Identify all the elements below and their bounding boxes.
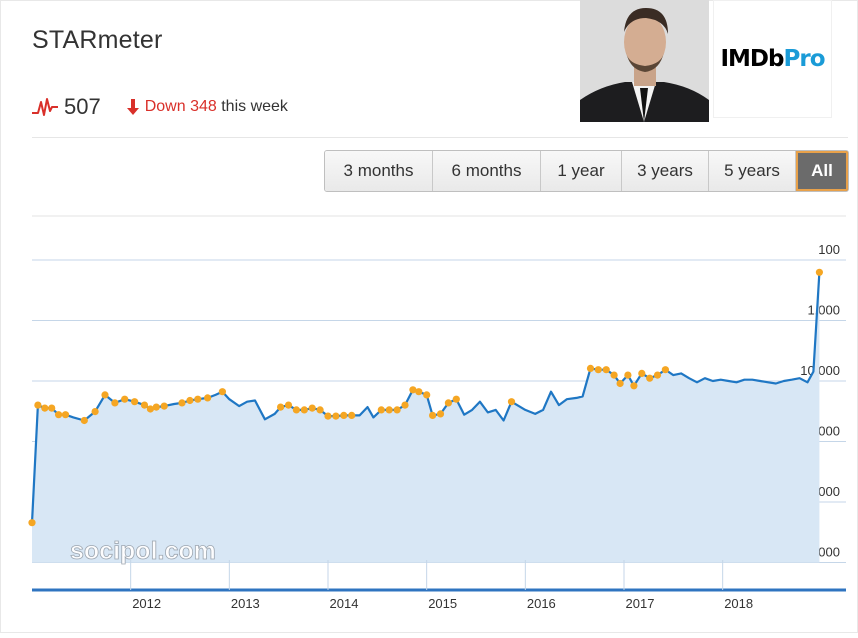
data-point: [630, 382, 638, 390]
data-point: [638, 369, 646, 377]
data-point: [28, 519, 36, 527]
data-point: [594, 366, 602, 374]
data-point: [401, 401, 409, 409]
x-tick-label: 2016: [527, 596, 556, 611]
data-point: [393, 406, 401, 414]
range-all-button[interactable]: All: [796, 151, 848, 191]
starmeter-chart: 1001,00010,000100,0001,000,00010,000,000…: [0, 210, 858, 633]
data-point: [324, 412, 332, 420]
x-tick-label: 2015: [428, 596, 457, 611]
data-point: [34, 401, 42, 409]
logo-text: IMDbPro: [720, 46, 825, 72]
data-point: [111, 399, 119, 407]
data-point: [340, 411, 348, 419]
data-point: [178, 399, 186, 407]
data-point: [300, 406, 308, 414]
data-point: [160, 402, 168, 410]
data-point: [586, 364, 595, 372]
data-point: [61, 411, 70, 419]
range-6-months-button[interactable]: 6 months: [433, 151, 541, 191]
data-point: [48, 404, 56, 412]
data-point: [131, 398, 139, 406]
data-point: [452, 395, 460, 403]
data-point: [602, 366, 610, 374]
starmeter-chart-svg: 1001,00010,000100,0001,000,00010,000,000…: [28, 215, 846, 611]
watermark-text: socipol.com: [70, 537, 216, 565]
data-point: [41, 404, 49, 412]
rank-row: 507 Down 348 this week: [32, 92, 288, 122]
page-title: STARmeter: [32, 26, 163, 54]
data-point: [146, 405, 154, 413]
range-1-year-button[interactable]: 1 year: [541, 151, 622, 191]
data-point: [204, 394, 212, 402]
data-point: [332, 412, 340, 420]
time-range-selector: 3 months 6 months 1 year 3 years 5 years…: [324, 150, 849, 192]
data-point: [140, 401, 149, 409]
y-tick-label: 100: [818, 242, 840, 257]
rank-change: Down 348 this week: [145, 98, 288, 116]
data-point: [507, 398, 516, 406]
change-suffix: this week: [221, 98, 288, 115]
starmeter-pulse-icon: [32, 98, 58, 116]
range-5-years-button[interactable]: 5 years: [709, 151, 796, 191]
rank-value: 507: [64, 94, 101, 119]
data-point: [610, 371, 618, 379]
x-tick-label: 2018: [724, 596, 753, 611]
down-arrow-icon: [126, 99, 139, 115]
profile-photo[interactable]: [580, 0, 709, 122]
x-tick-label: 2014: [330, 596, 359, 611]
header-divider: [32, 137, 848, 138]
x-tick-label: 2013: [231, 596, 260, 611]
data-point: [646, 374, 654, 382]
range-3-months-button[interactable]: 3 months: [325, 151, 433, 191]
x-tick-label: 2012: [132, 596, 161, 611]
data-point: [415, 388, 423, 396]
data-point: [385, 406, 393, 414]
data-point: [277, 403, 285, 411]
data-point: [55, 411, 63, 419]
data-point: [815, 268, 824, 276]
data-point: [624, 371, 632, 379]
change-direction: Down: [144, 98, 186, 115]
person-portrait-icon: [580, 0, 709, 122]
data-point: [653, 371, 662, 379]
data-point: [661, 366, 670, 374]
data-point: [409, 386, 417, 394]
data-point: [616, 379, 624, 388]
data-point: [316, 406, 324, 414]
x-tick-label: 2017: [626, 596, 655, 611]
data-point: [292, 406, 300, 414]
data-point: [218, 388, 226, 396]
data-point: [423, 391, 431, 399]
data-point: [444, 399, 452, 407]
data-point: [152, 403, 160, 411]
data-point: [80, 416, 88, 425]
data-point: [377, 406, 385, 414]
data-point: [348, 411, 356, 419]
area-fill: [32, 272, 820, 563]
series-line: [30, 272, 821, 523]
data-point: [284, 401, 293, 409]
data-point: [308, 404, 316, 412]
data-point: [91, 408, 99, 416]
data-point: [101, 391, 109, 399]
imdbpro-logo[interactable]: IMDbPro: [713, 0, 832, 118]
range-3-years-button[interactable]: 3 years: [622, 151, 709, 191]
y-tick-label: 10,000: [800, 363, 840, 378]
data-point: [186, 396, 194, 405]
data-point: [194, 395, 202, 403]
data-point: [436, 410, 445, 418]
y-tick-label: 1,000: [807, 303, 840, 318]
data-point: [121, 395, 129, 403]
change-amount: 348: [190, 98, 217, 115]
data-point: [429, 411, 437, 419]
